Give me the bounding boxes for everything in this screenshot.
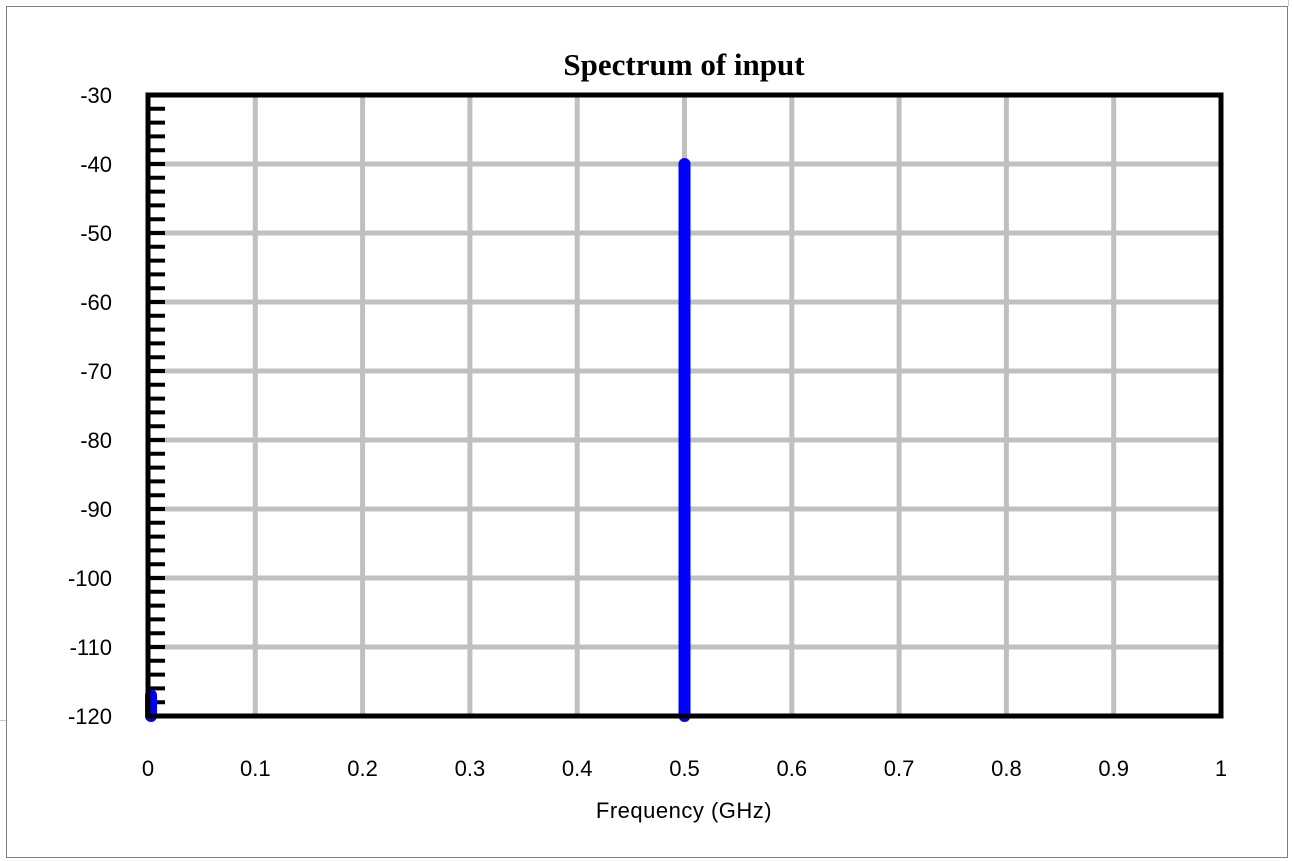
x-tick-label: 0.9 [1098,756,1129,781]
y-tick-label: -60 [80,290,112,315]
y-tick-label: -110 [70,635,112,660]
y-tick-labels: -30 -40 -50 -60 -70 -80 -90 -100 -110 -120 [68,83,112,729]
y-minor-ticks [148,106,165,705]
frame-edge-mark-left [0,720,6,721]
x-tick-label: 0.6 [777,756,808,781]
y-tick-label: -100 [68,566,112,591]
x-axis-label: Frequency (GHz) [596,798,772,823]
x-tick-label: 0.4 [562,756,593,781]
x-tick-label: 0.1 [240,756,271,781]
y-tick-label: -40 [80,152,112,177]
x-tick-label: 0.7 [884,756,915,781]
x-tick-label: 0.8 [991,756,1022,781]
x-tick-label: 0.2 [347,756,378,781]
y-tick-label: -30 [80,83,112,108]
x-tick-labels: 0 0.1 0.2 0.3 0.4 0.5 0.6 0.7 0.8 0.9 1 [142,756,1227,781]
x-tick-label: 0 [142,756,154,781]
x-tick-label: 0.3 [455,756,486,781]
y-tick-label: -80 [80,428,112,453]
plot-border [145,92,1224,719]
chart-title: Spectrum of input [563,47,805,82]
y-tick-label: -90 [80,497,112,522]
x-tick-label: 1 [1215,756,1227,781]
y-tick-label: -50 [80,221,112,246]
x-tick-label: 0.5 [669,756,700,781]
y-tick-label: -120 [68,704,112,729]
series-layer [145,158,691,722]
y-tick-label: -70 [80,359,112,384]
frame-edge-mark-right [1288,0,1289,6]
